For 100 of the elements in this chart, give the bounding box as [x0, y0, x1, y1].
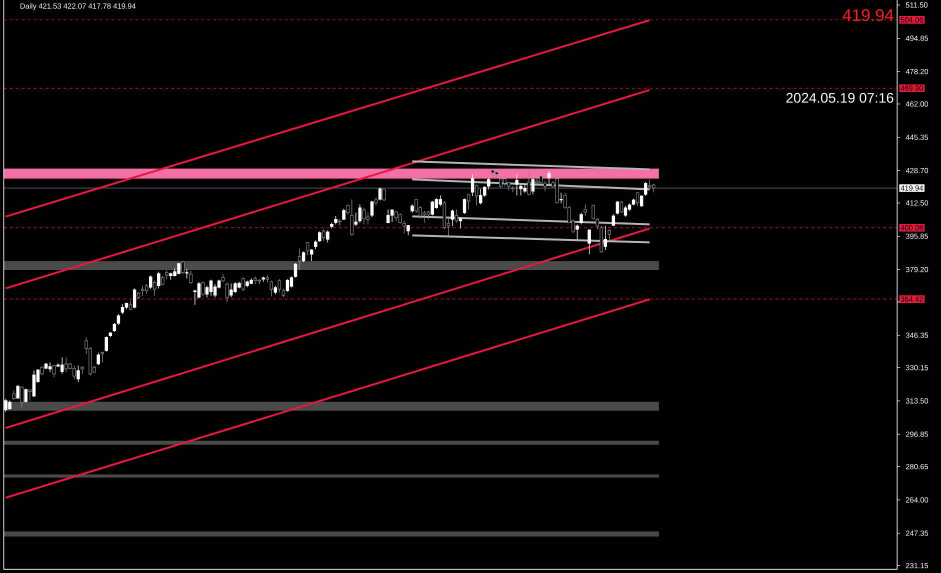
- candlestick: [16, 384, 20, 400]
- candlestick: [576, 224, 579, 240]
- candlestick: [149, 275, 152, 290]
- candlestick: [290, 276, 294, 288]
- candlestick: [76, 365, 80, 382]
- candlestick: [612, 214, 616, 226]
- candlestick: [624, 205, 628, 217]
- candlestick: [402, 220, 406, 234]
- candlestick: [120, 304, 124, 314]
- candlestick: [354, 212, 358, 226]
- candlestick: [604, 225, 608, 250]
- candlestick: [350, 198, 354, 236]
- candlestick: [213, 284, 217, 298]
- candlestick: [270, 280, 274, 297]
- candlestick: [588, 228, 591, 254]
- candlestick: [24, 388, 28, 403]
- candlestick: [132, 288, 136, 309]
- candlestick: [157, 271, 160, 289]
- candlestick: [636, 192, 640, 206]
- candlestick: [346, 204, 350, 215]
- candlestick: [302, 251, 306, 262]
- candlestick: [96, 352, 100, 366]
- candlestick: [616, 200, 620, 215]
- candlestick: [52, 364, 56, 378]
- candlestick: [414, 198, 418, 213]
- candlestick: [209, 279, 213, 296]
- candlestick: [543, 180, 547, 192]
- candlestick: [234, 282, 237, 294]
- candlestick: [230, 283, 233, 298]
- candlestick: [318, 230, 322, 242]
- candlestick: [580, 212, 583, 225]
- candlestick: [596, 217, 599, 230]
- candlestick: [286, 278, 290, 292]
- candlestick: [140, 285, 144, 296]
- candlestick: [438, 194, 442, 206]
- candlestick: [470, 174, 474, 196]
- candlestick: [197, 282, 201, 298]
- candlestick: [648, 178, 652, 189]
- candlestick: [487, 177, 490, 190]
- candlestick: [185, 268, 188, 279]
- candlestick: [466, 193, 470, 210]
- annotation: 419.94: [842, 9, 894, 21]
- candlestick: [362, 207, 366, 225]
- candlestick: [382, 188, 386, 202]
- candlestick: [462, 198, 466, 214]
- candlestick: [116, 313, 120, 326]
- candlestick: [584, 204, 587, 216]
- candlestick: [539, 174, 543, 186]
- candlestick: [294, 262, 298, 278]
- candlestick: [386, 208, 390, 224]
- candlestick: [322, 228, 326, 242]
- candlestick: [225, 282, 229, 303]
- candlestick: [358, 204, 362, 223]
- candlestick: [326, 230, 330, 243]
- candlestick: [278, 278, 282, 293]
- candlestick: [378, 187, 382, 201]
- candlestick: [547, 170, 551, 185]
- candlestick: [201, 281, 205, 296]
- candlestick: [479, 188, 482, 205]
- candlestick: [72, 365, 76, 380]
- candlestick: [48, 362, 52, 372]
- candlestick: [422, 210, 426, 223]
- candlestick: [608, 228, 612, 242]
- candlestick: [519, 184, 522, 196]
- candlestick: [592, 204, 595, 220]
- candlestick: [398, 212, 402, 224]
- candlestick: [12, 390, 16, 400]
- candlestick: [306, 241, 310, 256]
- candlestick: [104, 336, 108, 352]
- candlestick: [342, 208, 346, 220]
- candlestick: [161, 275, 164, 286]
- candlestick: [531, 177, 535, 195]
- candlestick: [394, 210, 398, 222]
- candlestick: [454, 208, 458, 223]
- candlestick: [559, 192, 563, 204]
- candlestick: [242, 277, 245, 291]
- candlestick: [100, 351, 104, 363]
- candlestick: [145, 284, 148, 294]
- candlestick: [298, 248, 302, 270]
- candlestick: [32, 370, 36, 398]
- candlestick: [366, 212, 370, 225]
- candlestick: [450, 208, 454, 226]
- candlestick: [20, 386, 24, 408]
- candlestick: [644, 182, 648, 196]
- candlestick: [515, 174, 518, 196]
- candlestick: [390, 208, 394, 222]
- candlestick: [310, 248, 314, 262]
- candlestick: [499, 177, 502, 188]
- candlestick: [458, 217, 462, 229]
- annotation: 2024.05.19 07:16: [786, 92, 894, 103]
- candlestick: [181, 260, 184, 274]
- candlestick: [474, 184, 478, 206]
- candlestick: [60, 356, 64, 374]
- candlestick: [64, 356, 68, 372]
- candlestick: [527, 172, 531, 196]
- candlestick: [153, 280, 156, 296]
- candlestick: [189, 270, 193, 284]
- candlestick: [8, 400, 12, 410]
- candlestick: [620, 200, 624, 213]
- candlestick: [430, 200, 434, 216]
